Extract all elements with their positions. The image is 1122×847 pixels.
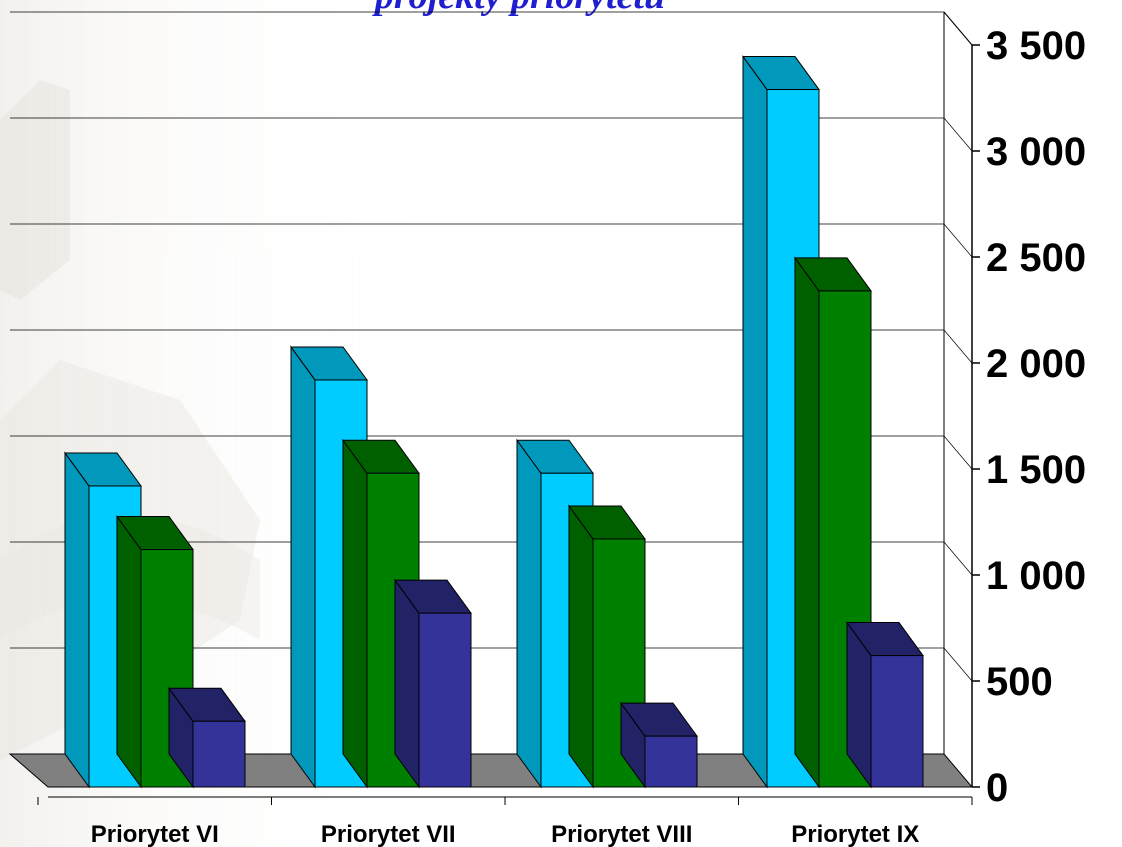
x-tick-label: Priorytet VIII xyxy=(551,821,692,847)
bars-group xyxy=(64,54,924,789)
bar xyxy=(192,720,246,788)
bar-side xyxy=(290,345,316,789)
y-tick-label: 500 xyxy=(986,660,1053,704)
gridline-connector xyxy=(943,435,973,470)
y-tick-label: 3 000 xyxy=(986,130,1086,174)
bar xyxy=(870,655,924,788)
chart-title: projekty priorytetu xyxy=(372,0,665,17)
bar-side xyxy=(742,54,768,789)
y-tick-label: 1 000 xyxy=(986,554,1086,598)
gridline-connector xyxy=(943,541,973,576)
bar-side xyxy=(116,515,142,789)
bar xyxy=(644,735,698,788)
bar-side xyxy=(794,256,820,789)
bar-side xyxy=(394,578,420,789)
bar-side xyxy=(342,438,368,789)
x-tick-label: Priorytet VII xyxy=(321,821,456,847)
y-axis: 0 500 1 000 1 500 2 000 2 500 3 000 3 500 xyxy=(971,24,1086,810)
bar xyxy=(418,612,472,788)
x-axis: Priorytet VI Priorytet VII Priorytet VIII P… xyxy=(37,796,973,847)
gridline-connector xyxy=(943,329,973,364)
y-tick-label: 0 xyxy=(986,766,1008,810)
x-tick-label: Priorytet VI xyxy=(91,821,219,847)
y-tick-label: 3 500 xyxy=(986,24,1086,68)
y-tick-label: 1 500 xyxy=(986,448,1086,492)
y-tick-label: 2 000 xyxy=(986,342,1086,386)
top-connector xyxy=(943,11,973,46)
bar-side xyxy=(568,504,594,789)
bar-side xyxy=(516,438,542,789)
y-tick-label: 2 500 xyxy=(986,236,1086,280)
gridline-connector xyxy=(943,647,973,682)
gridline-connector xyxy=(943,223,973,258)
x-tick-label: Priorytet IX xyxy=(791,821,919,847)
bar-side xyxy=(64,451,90,789)
gridline-connector xyxy=(943,117,973,152)
